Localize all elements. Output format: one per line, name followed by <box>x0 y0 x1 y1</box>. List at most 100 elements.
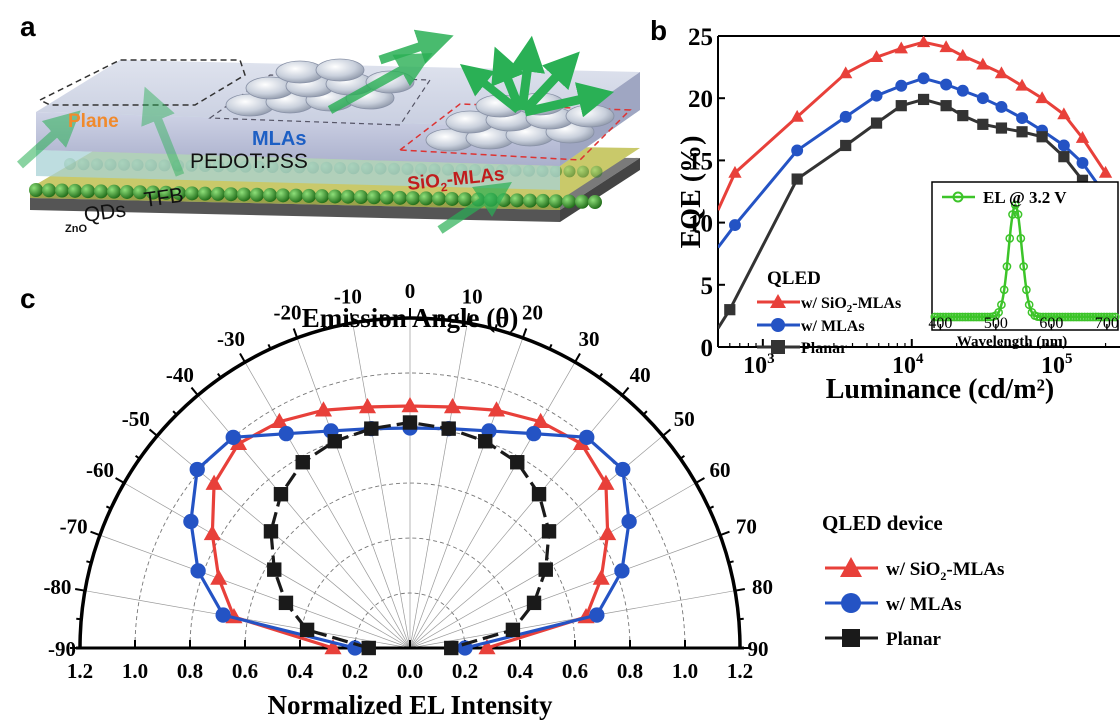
quantum-dot <box>107 184 121 199</box>
polar-radial-tick-label: 0.0 <box>397 659 423 683</box>
inset-data-point <box>1096 312 1106 322</box>
inset-data-point <box>966 312 976 322</box>
panel-c-data-point <box>225 429 241 445</box>
inset-data-point <box>1085 312 1095 322</box>
quantum-dot <box>432 191 446 206</box>
inset-data-point <box>963 312 973 322</box>
polar-angle-tick <box>74 587 86 592</box>
panel-c-data-point <box>597 474 615 490</box>
inset-data-point <box>1077 312 1087 322</box>
inset-data-point <box>1047 312 1056 322</box>
polar-grid-spoke <box>409 362 576 649</box>
panel-c-data-point <box>273 487 289 502</box>
polar-angle-label: -60 <box>86 458 114 482</box>
inset-data-point <box>980 312 990 322</box>
panel-b-data-point <box>791 144 804 157</box>
panel-c-data-point <box>531 487 547 502</box>
polar-angle-label: 20 <box>522 301 543 325</box>
inset-legend-label: EL @ 3.2 V <box>983 188 1067 207</box>
legend-item-planar: Planar <box>757 340 847 357</box>
panel-b-data-point <box>728 165 742 178</box>
panel-c-legend-title: QLED device <box>822 511 943 535</box>
panel-c-data-point <box>441 421 456 436</box>
panel-c-data-point <box>358 397 377 414</box>
inset-data-point <box>1035 312 1045 322</box>
panel-b-data-point <box>791 173 803 185</box>
y-tick-label: 0 <box>701 335 714 362</box>
panel-b-label: b <box>650 15 667 46</box>
polar-angle-tick <box>642 410 648 416</box>
inset-data-point <box>955 312 965 322</box>
panel-b-data-point <box>1057 139 1070 152</box>
polar-angle-tick <box>90 530 101 537</box>
panel-b-ylabel: EQE (%) <box>676 136 707 249</box>
inset-data-point <box>974 312 984 322</box>
layer-label-pedot: PEDOT:PSS <box>190 150 308 173</box>
polar-angle-label: -10 <box>334 284 362 308</box>
panel-b-legend: QLED w/ SiO2-MLAs w/ MLAs Planar <box>757 268 901 357</box>
inset-data-point <box>1005 234 1015 243</box>
panel-c-data-point <box>478 434 493 449</box>
quantum-dot <box>198 186 212 201</box>
inset-data-point <box>1058 312 1067 322</box>
inset-data-point <box>958 312 967 322</box>
quantum-dot <box>185 186 199 201</box>
panel-c-data-point <box>215 607 231 623</box>
inset-data-point <box>1063 312 1073 322</box>
layer-label-al: Al <box>42 237 52 248</box>
x-tick-label: 105 <box>1041 351 1073 379</box>
polar-angle-tick <box>135 455 141 460</box>
polar-angle-tick <box>728 560 734 564</box>
inset-data-point <box>1022 285 1031 295</box>
inset-data-point <box>949 312 959 322</box>
inset-data-point <box>1094 312 1103 322</box>
panel-b-data-point <box>1057 107 1071 120</box>
panel-c-data-point <box>589 607 605 623</box>
polar-angle-tick <box>217 373 222 379</box>
polar-angle-tick <box>172 410 178 416</box>
panel-b-data-point <box>940 100 952 112</box>
x-tick-label: 104 <box>892 351 924 379</box>
panel-b-data-point <box>916 36 931 48</box>
panel-c-data-point <box>267 562 282 577</box>
panel-c-data-point <box>190 563 206 579</box>
polar-grid-spoke <box>244 362 411 649</box>
polar-grid-spoke <box>409 337 524 649</box>
panel-b-legend-title: QLED <box>767 268 821 289</box>
polar-radial-tick-label: 0.2 <box>342 659 368 683</box>
polar-grid-spoke <box>84 590 411 649</box>
inset-data-point <box>994 308 1003 317</box>
polar-radial-tick-label: 0.4 <box>507 659 534 683</box>
panel-b-series-line-1 <box>718 76 1107 249</box>
sio2-region-outline <box>397 103 632 161</box>
quantum-dot <box>55 183 69 198</box>
panel-b-data-point <box>839 66 853 79</box>
polar-angle-tick <box>598 373 603 379</box>
legend-item-sio2-mlas: w/ SiO2-MLAs <box>757 294 901 315</box>
panel-b-data-point <box>869 50 884 63</box>
polar-angle-label: 80 <box>752 575 773 599</box>
plane-region-outline <box>38 59 246 106</box>
quantum-dot <box>458 192 472 207</box>
inset-x-tick-label: 600 <box>1039 315 1063 332</box>
quantum-dot <box>29 183 43 197</box>
panel-c-data-point <box>510 455 525 470</box>
panel-b-data-point <box>940 78 953 91</box>
panel-b-data-point <box>895 79 908 92</box>
quantum-dot <box>510 193 524 208</box>
el-spectrum-inset: EL @ 3.2 V 400 500 600 700 Wavelength (nm) <box>928 181 1120 350</box>
panel-b-data-point <box>1058 151 1070 163</box>
inset-data-point <box>1099 312 1109 322</box>
quantum-dot <box>120 184 134 199</box>
inset-data-point <box>941 312 951 322</box>
inset-data-point <box>969 312 978 322</box>
polar-radial-tick-label: 1.0 <box>672 659 698 683</box>
polar-grid-spoke <box>409 534 721 649</box>
y-tick-label: 15 <box>688 148 713 175</box>
panel-c-label: c <box>20 283 36 314</box>
panel-c-legend: QLED device w/ SiO2-MLAs w/ MLAs Planar <box>822 511 1004 650</box>
polar-angle-tick <box>292 328 299 339</box>
inset-data-point <box>952 312 962 322</box>
quantum-dot <box>68 183 82 198</box>
inset-data-point <box>1016 234 1026 243</box>
